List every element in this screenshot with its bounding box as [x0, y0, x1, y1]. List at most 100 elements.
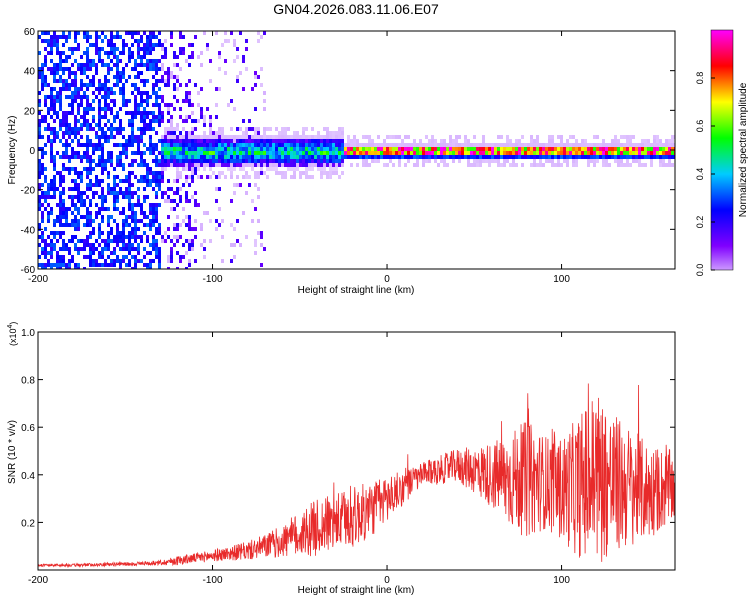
heatmap-cell: [209, 151, 212, 155]
heatmap-cell: [278, 147, 281, 151]
heatmap-cell: [89, 143, 92, 147]
heatmap-cell: [287, 155, 290, 159]
heatmap-cell: [350, 139, 353, 143]
heatmap-cell: [38, 199, 41, 203]
heatmap-cell: [329, 167, 332, 171]
heatmap-cell: [173, 243, 176, 247]
heatmap-cell: [134, 115, 137, 119]
heatmap-cell: [44, 247, 47, 251]
heatmap-cell: [200, 155, 203, 159]
heatmap-cell: [383, 139, 386, 143]
heatmap-cell: [164, 51, 167, 55]
heatmap-cell: [77, 87, 80, 91]
heatmap-cell: [539, 155, 542, 159]
heatmap-cell: [536, 155, 539, 159]
heatmap-cell: [74, 131, 77, 135]
heatmap-cell: [659, 151, 662, 155]
heatmap-cell: [119, 155, 122, 159]
heatmap-cell: [149, 227, 152, 231]
heatmap-cell: [176, 179, 179, 183]
heatmap-cell: [404, 151, 407, 155]
heatmap-cell: [296, 167, 299, 171]
heatmap-cell: [269, 135, 272, 139]
heatmap-cell: [503, 155, 506, 159]
heatmap-cell: [209, 239, 212, 243]
heatmap-cell: [182, 47, 185, 51]
heatmap-cell: [47, 263, 50, 267]
heatmap-cell: [275, 159, 278, 163]
heatmap-cell: [83, 51, 86, 55]
heatmap-cell: [638, 163, 641, 167]
heatmap-cell: [77, 247, 80, 251]
heatmap-cell: [116, 131, 119, 135]
heatmap-cell: [50, 143, 53, 147]
heatmap-cell: [176, 191, 179, 195]
heatmap-cell: [128, 235, 131, 239]
heatmap-cell: [653, 155, 656, 159]
heatmap-cell: [167, 79, 170, 83]
heatmap-cell: [551, 163, 554, 167]
heatmap-cell: [89, 231, 92, 235]
heatmap-cell: [581, 143, 584, 147]
heatmap-cell: [398, 159, 401, 163]
heatmap-cell: [269, 163, 272, 167]
heatmap-cell: [131, 227, 134, 231]
heatmap-cell: [95, 143, 98, 147]
heatmap-cell: [74, 79, 77, 83]
heatmap-cell: [413, 151, 416, 155]
heatmap-cell: [101, 87, 104, 91]
heatmap-cell: [176, 123, 179, 127]
heatmap-cell: [80, 143, 83, 147]
heatmap-cell: [323, 135, 326, 139]
heatmap-cell: [665, 139, 668, 143]
heatmap-cell: [170, 163, 173, 167]
heatmap-cell: [143, 151, 146, 155]
heatmap-cell: [179, 171, 182, 175]
heatmap-cell: [119, 91, 122, 95]
heatmap-cell: [137, 71, 140, 75]
heatmap-cell: [137, 103, 140, 107]
heatmap-cell: [161, 155, 164, 159]
heatmap-cell: [464, 147, 467, 151]
heatmap-cell: [104, 63, 107, 67]
heatmap-cell: [239, 183, 242, 187]
heatmap-cell: [50, 183, 53, 187]
heatmap-cell: [209, 131, 212, 135]
heatmap-cell: [374, 143, 377, 147]
heatmap-cell: [134, 259, 137, 263]
heatmap-cell: [377, 159, 380, 163]
heatmap-cell: [62, 155, 65, 159]
heatmap-cell: [53, 155, 56, 159]
heatmap-cell: [83, 91, 86, 95]
heatmap-cell: [557, 135, 560, 139]
heatmap-cell: [71, 95, 74, 99]
heatmap-cell: [110, 111, 113, 115]
heatmap-cell: [311, 175, 314, 179]
heatmap-cell: [179, 51, 182, 55]
heatmap-cell: [116, 207, 119, 211]
heatmap-cell: [575, 163, 578, 167]
heatmap-cell: [116, 31, 119, 35]
heatmap-cell: [650, 147, 653, 151]
heatmap-cell: [62, 135, 65, 139]
heatmap-cell: [110, 91, 113, 95]
heatmap-cell: [641, 143, 644, 147]
heatmap-cell: [113, 259, 116, 263]
heatmap-cell: [497, 155, 500, 159]
heatmap-cell: [623, 147, 626, 151]
heatmap-cell: [284, 143, 287, 147]
heatmap-cell: [626, 151, 629, 155]
heatmap-cell: [566, 139, 569, 143]
heatmap-cell: [200, 143, 203, 147]
y-scale-prefix: (x10: [8, 328, 18, 346]
heatmap-cell: [101, 115, 104, 119]
heatmap-cell: [389, 135, 392, 139]
heatmap-cell: [392, 135, 395, 139]
heatmap-cell: [284, 175, 287, 179]
heatmap-cell: [581, 155, 584, 159]
heatmap-cell: [86, 139, 89, 143]
heatmap-cell: [101, 215, 104, 219]
heatmap-cell: [125, 143, 128, 147]
heatmap-cell: [179, 107, 182, 111]
heatmap-cell: [107, 127, 110, 131]
